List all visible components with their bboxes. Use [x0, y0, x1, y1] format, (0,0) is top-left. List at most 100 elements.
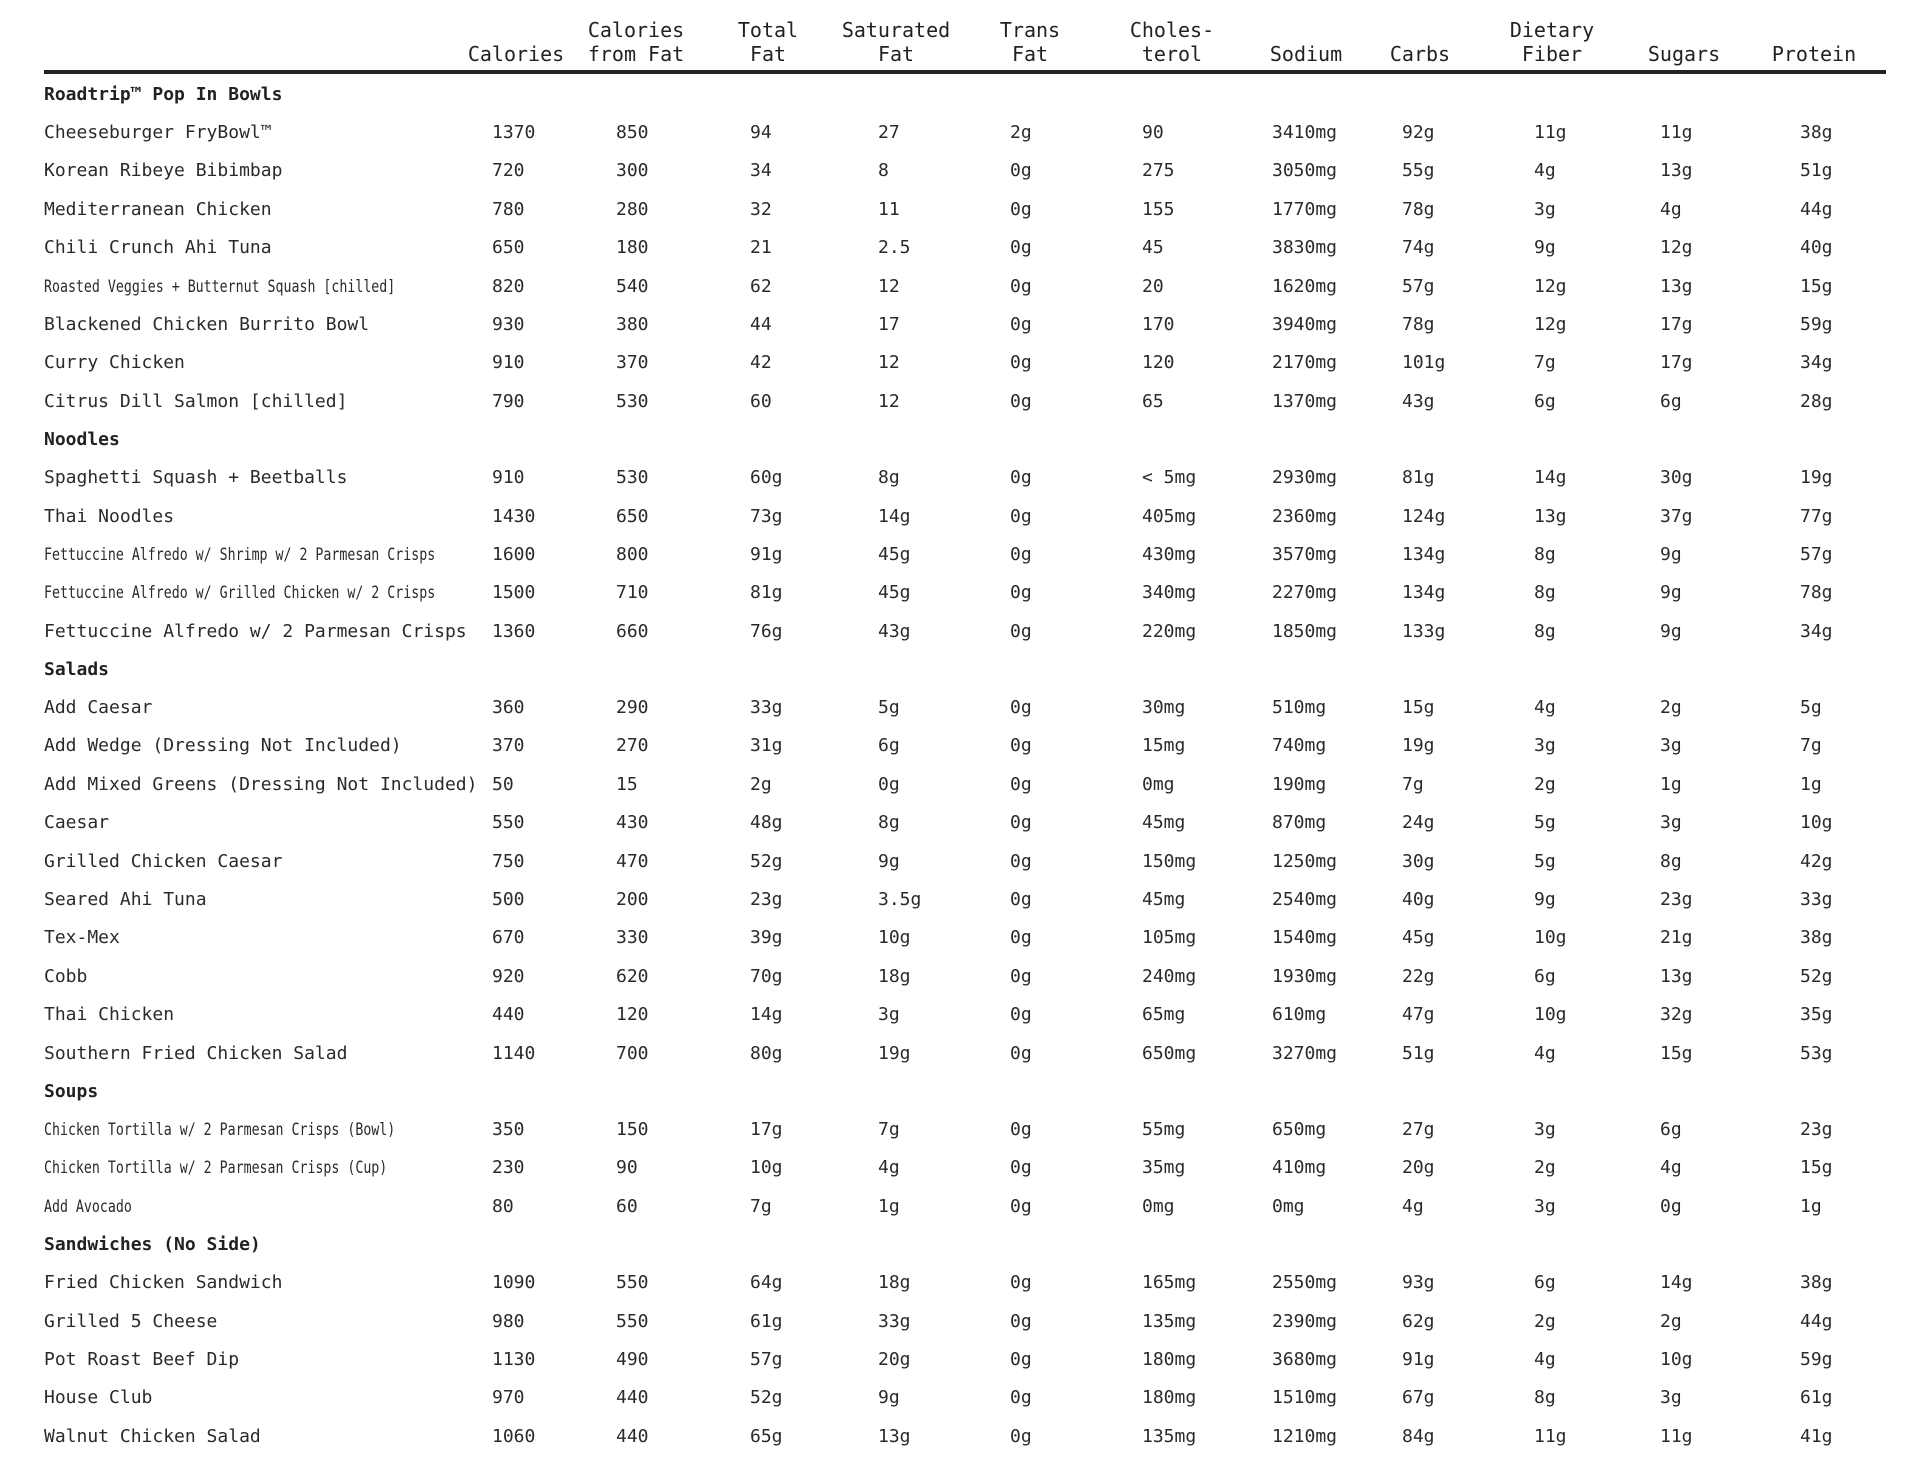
value-cell: 23g	[1660, 889, 1693, 911]
value-cell: 8g	[1660, 850, 1682, 872]
value-cell: 710	[616, 582, 649, 604]
value-cell: 76g	[750, 620, 783, 642]
value-cell: 0g	[1010, 390, 1032, 412]
item-name: Southern Fried Chicken Salad	[44, 1042, 348, 1064]
value-cell: 3940mg	[1272, 313, 1338, 335]
value-cell: 740mg	[1272, 735, 1327, 757]
column-header: Sodium	[1269, 42, 1343, 66]
value-cell: 38g	[1800, 1272, 1833, 1294]
value-cell: 2g	[1010, 122, 1032, 143]
value-cell: 6g	[1534, 1272, 1556, 1294]
value-cell: 0g	[1010, 620, 1032, 642]
value-cell: 1620mg	[1272, 275, 1338, 297]
value-cell: 2170mg	[1272, 352, 1338, 374]
value-cell: 135mg	[1142, 1425, 1197, 1447]
value-cell: 67g	[1402, 1387, 1435, 1409]
value-cell: 28g	[1800, 390, 1833, 412]
value-cell: 60	[750, 390, 772, 412]
value-cell: 21	[750, 237, 772, 259]
value-cell: 10g	[1534, 927, 1567, 949]
section-title: Salads	[44, 659, 110, 681]
table-row: Curry Chicken 910 370 42 12 0g 120 2170mg 101g 7g…	[44, 344, 1886, 382]
value-cell: 45g	[1402, 927, 1435, 949]
value-cell: 620	[616, 965, 649, 987]
value-cell: 360	[492, 697, 525, 719]
value-cell: 1130	[492, 1348, 536, 1370]
value-cell: 670	[492, 927, 525, 949]
value-cell: 4g	[1534, 1042, 1556, 1064]
value-cell: 19g	[878, 1042, 911, 1064]
value-cell: 2g	[1534, 773, 1556, 795]
value-cell: 2540mg	[1272, 889, 1338, 911]
value-cell: 57g	[1800, 543, 1833, 565]
value-cell: 0g	[1010, 1195, 1032, 1217]
value-cell: 42g	[1800, 850, 1833, 872]
table-row: Fettuccine Alfredo w/ Grilled Chicken w/…	[44, 574, 1886, 612]
table-row: Seared Ahi Tuna 500 200 23g 3.5g 0g 45mg 2540mg…	[44, 881, 1886, 919]
value-cell: 0g	[1660, 1195, 1682, 1217]
value-cell: 430mg	[1142, 543, 1197, 565]
value-cell: 1540mg	[1272, 927, 1338, 949]
value-cell: 62g	[1402, 1310, 1435, 1332]
value-cell: 0g	[1010, 735, 1032, 757]
value-cell: 280	[616, 198, 649, 220]
value-cell: 270	[616, 735, 649, 757]
value-cell: 4g	[1402, 1195, 1424, 1217]
value-cell: 133g	[1402, 620, 1446, 642]
table-row: Chicken Tortilla w/ 2 Parmesan Crisps (C…	[44, 1149, 1886, 1187]
value-cell: 13g	[1660, 965, 1693, 987]
value-cell: 405mg	[1142, 505, 1197, 527]
value-cell: 230	[492, 1157, 525, 1179]
value-cell: 17g	[750, 1118, 783, 1140]
value-cell: 5g	[1534, 812, 1556, 834]
value-cell: 1600	[492, 543, 536, 565]
value-cell: 190mg	[1272, 773, 1327, 795]
value-cell: 23g	[1800, 1118, 1833, 1140]
table-row: Caesar 550 430 48g 8g 0g 45mg 870mg 24g 5g 3g 10g	[44, 804, 1886, 842]
item-name: Chili Crunch Ahi Tuna	[44, 237, 272, 259]
value-cell: 70g	[750, 965, 783, 987]
value-cell: 59g	[1800, 313, 1833, 335]
value-cell: 3570mg	[1272, 543, 1338, 565]
value-cell: 370	[492, 735, 525, 757]
value-cell: 1250mg	[1272, 850, 1338, 872]
value-cell: 48g	[750, 812, 783, 834]
value-cell: 2550mg	[1272, 1272, 1338, 1294]
value-cell: 17g	[1660, 352, 1693, 374]
value-cell: 13g	[1660, 275, 1693, 297]
value-cell: 80	[492, 1195, 514, 1217]
value-cell: 22g	[1402, 965, 1435, 987]
value-cell: 55mg	[1142, 1118, 1186, 1140]
table-row: Fettuccine Alfredo w/ Shrimp w/ 2 Parmes…	[44, 536, 1886, 574]
value-cell: 15g	[1402, 697, 1435, 719]
value-cell: 84g	[1402, 1425, 1435, 1447]
value-cell: 180mg	[1142, 1387, 1197, 1409]
table-row: Add Avocado 80 60 7g 1g 0g 0mg 0mg 4g 3g 0g 1g	[44, 1188, 1886, 1226]
value-cell: 8g	[878, 467, 900, 489]
value-cell: 31g	[750, 735, 783, 757]
value-cell: 21g	[1660, 927, 1693, 949]
value-cell: 9g	[1534, 237, 1556, 259]
value-cell: 1770mg	[1272, 198, 1338, 220]
value-cell: 44g	[1800, 1310, 1833, 1332]
table-row: Spaghetti Squash + Beetballs 910 530 60g 8g 0…	[44, 459, 1886, 497]
column-header: Dietary Fiber	[1509, 18, 1595, 66]
item-name: Blackened Chicken Burrito Bowl	[44, 313, 370, 335]
item-name: Curry Chicken	[44, 352, 185, 374]
value-cell: 61g	[750, 1310, 783, 1332]
value-cell: 9g	[878, 1387, 900, 1409]
value-cell: 0g	[878, 773, 900, 795]
value-cell: 3410mg	[1272, 122, 1338, 143]
value-cell: 490	[616, 1348, 649, 1370]
value-cell: 44g	[1800, 198, 1833, 220]
item-name: Pot Roast Beef Dip	[44, 1348, 240, 1370]
value-cell: 0mg	[1142, 1195, 1175, 1217]
table-header: Calories Calories from Fat Total Fat Satura…	[44, 0, 1886, 74]
item-name: Spaghetti Squash + Beetballs	[44, 467, 348, 489]
value-cell: 3g	[1534, 735, 1556, 757]
value-cell: 3g	[878, 1004, 900, 1026]
value-cell: 1370	[492, 122, 536, 143]
value-cell: 3g	[1534, 198, 1556, 220]
value-cell: 4g	[1534, 1348, 1556, 1370]
value-cell: 13g	[1534, 505, 1567, 527]
